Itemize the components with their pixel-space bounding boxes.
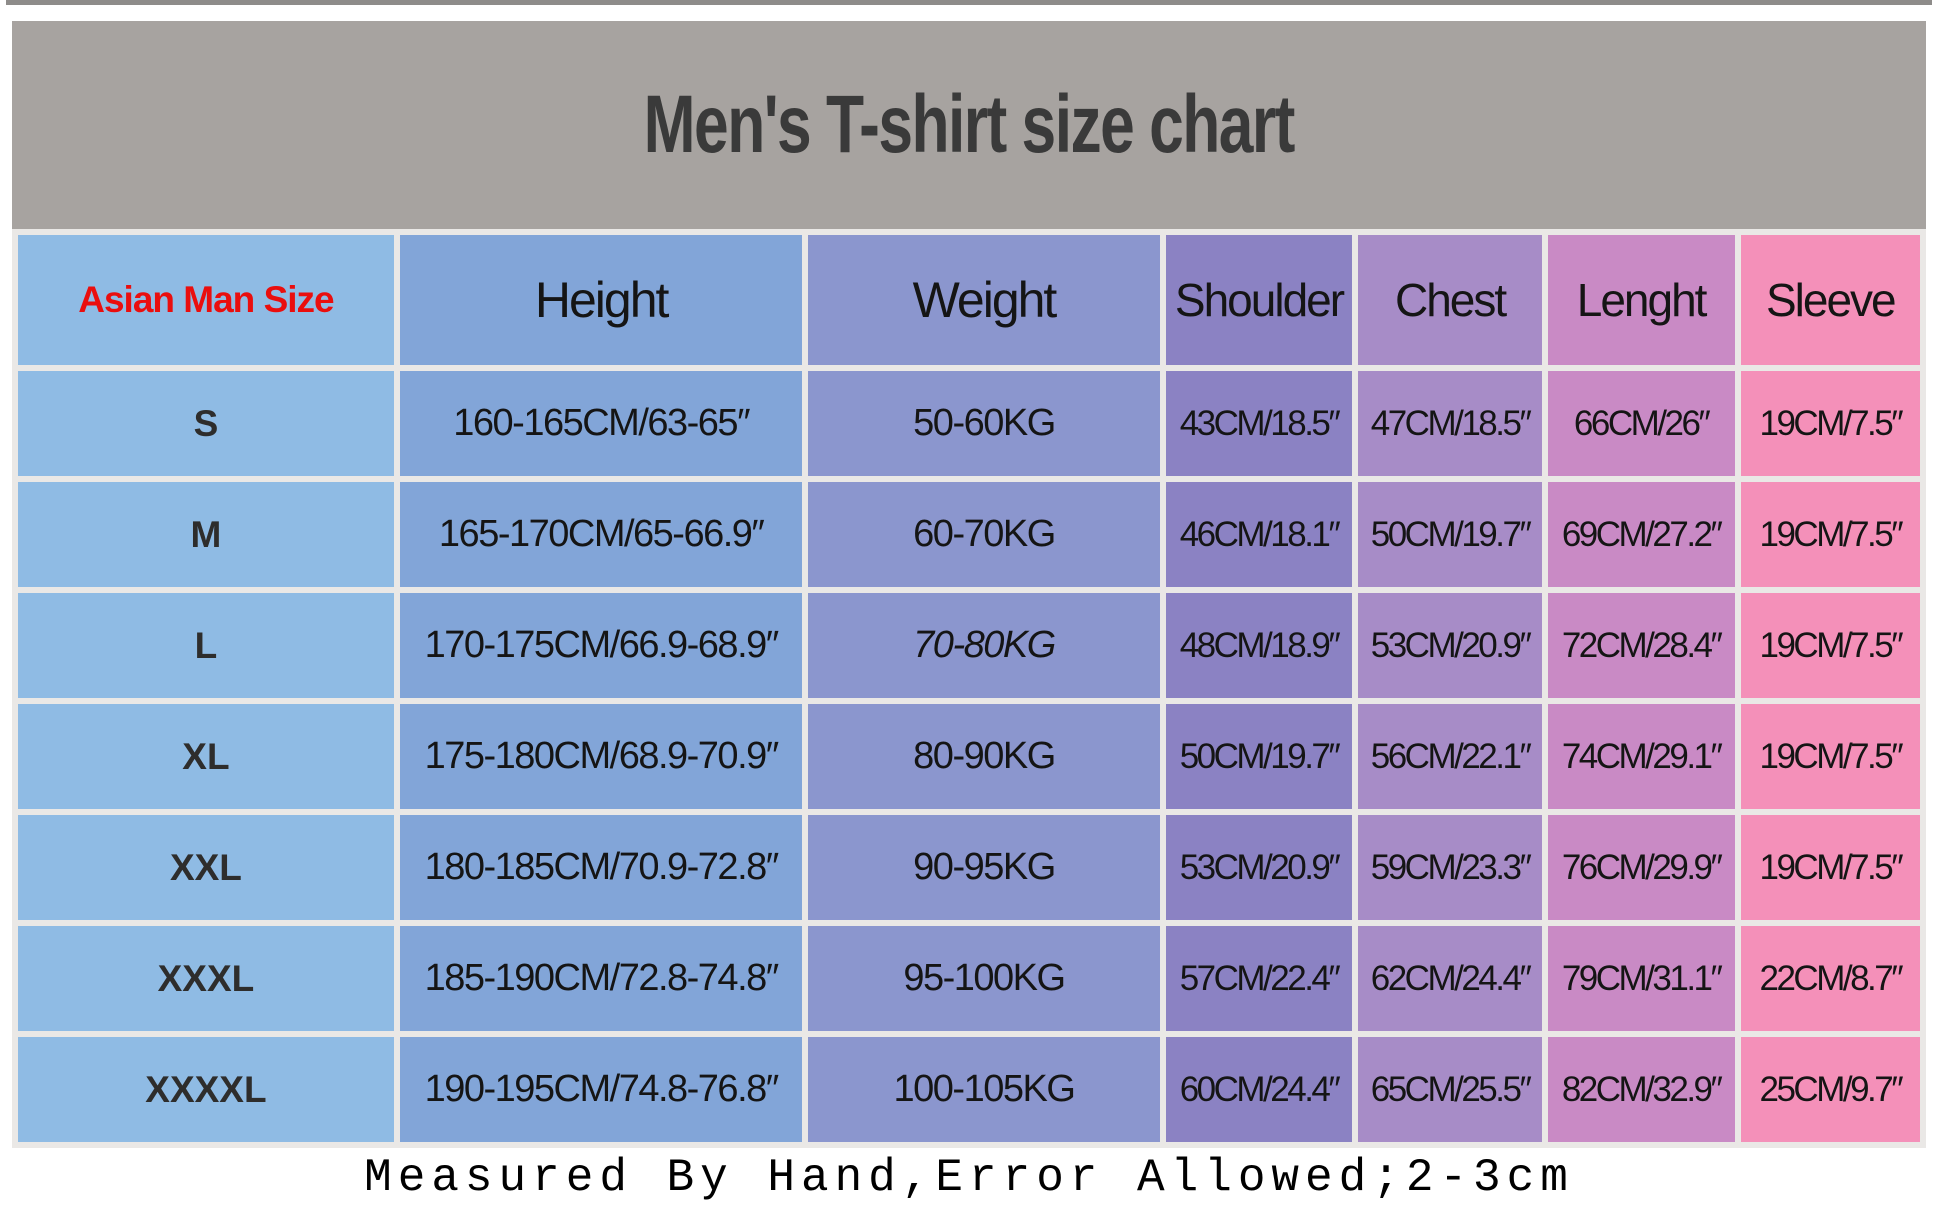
cell-height: 160-165CM/63-65″	[399, 371, 803, 476]
cell-sleeve: 22CM/8.7″	[1740, 926, 1920, 1031]
column-header-sleeve: Sleeve	[1740, 235, 1920, 365]
cell-length: 72CM/28.4″	[1547, 593, 1735, 698]
column-header-height: Height	[399, 235, 803, 365]
cell-shoulder: 50CM/19.7″	[1165, 704, 1353, 809]
footer-note: Measured By Hand,Error Allowed;2-3cm	[364, 1152, 1574, 1204]
cell-length: 74CM/29.1″	[1547, 704, 1735, 809]
top-divider	[6, 0, 1932, 5]
cell-weight: 70-80KG	[808, 593, 1160, 698]
cell-sleeve: 25CM/9.7″	[1740, 1037, 1920, 1142]
table-row: XXL 180-185CM/70.9-72.8″ 90-95KG 53CM/20.9″…	[18, 815, 1920, 920]
header-row: Asian Man Size Height Weight Shoulder Chest L…	[18, 235, 1920, 365]
cell-shoulder: 48CM/18.9″	[1165, 593, 1353, 698]
cell-height: 175-180CM/68.9-70.9″	[399, 704, 803, 809]
cell-size: XXXXL	[18, 1037, 394, 1142]
table-row: M 165-170CM/65-66.9″ 60-70KG 46CM/18.1″ 50CM…	[18, 482, 1920, 587]
cell-sleeve: 19CM/7.5″	[1740, 704, 1920, 809]
cell-chest: 56CM/22.1″	[1358, 704, 1542, 809]
page-title: Men's T-shirt size chart	[643, 79, 1296, 170]
cell-size: S	[18, 371, 394, 476]
cell-size: L	[18, 593, 394, 698]
size-chart-table: Asian Man Size Height Weight Shoulder Chest L…	[12, 229, 1926, 1148]
cell-weight: 100-105KG	[808, 1037, 1160, 1142]
cell-shoulder: 57CM/22.4″	[1165, 926, 1353, 1031]
size-chart-image: Men's T-shirt size chart Asian Man Size H…	[12, 21, 1926, 1148]
cell-shoulder: 60CM/24.4″	[1165, 1037, 1353, 1142]
cell-height: 170-175CM/66.9-68.9″	[399, 593, 803, 698]
table-body: S 160-165CM/63-65″ 50-60KG 43CM/18.5″ 47CM/1…	[18, 371, 1920, 1142]
cell-size: XXXL	[18, 926, 394, 1031]
column-header-shoulder: Shoulder	[1165, 235, 1353, 365]
cell-length: 66CM/26″	[1547, 371, 1735, 476]
table-row: L 170-175CM/66.9-68.9″ 70-80KG 48CM/18.9″ 53…	[18, 593, 1920, 698]
cell-shoulder: 43CM/18.5″	[1165, 371, 1353, 476]
cell-chest: 47CM/18.5″	[1358, 371, 1542, 476]
column-header-weight: Weight	[808, 235, 1160, 365]
cell-chest: 62CM/24.4″	[1358, 926, 1542, 1031]
title-band: Men's T-shirt size chart	[12, 21, 1926, 229]
cell-length: 82CM/32.9″	[1547, 1037, 1735, 1142]
cell-chest: 65CM/25.5″	[1358, 1037, 1542, 1142]
table-row: S 160-165CM/63-65″ 50-60KG 43CM/18.5″ 47CM/1…	[18, 371, 1920, 476]
cell-size: M	[18, 482, 394, 587]
cell-height: 185-190CM/72.8-74.8″	[399, 926, 803, 1031]
cell-weight: 60-70KG	[808, 482, 1160, 587]
cell-weight: 80-90KG	[808, 704, 1160, 809]
cell-height: 190-195CM/74.8-76.8″	[399, 1037, 803, 1142]
table-row: XL 175-180CM/68.9-70.9″ 80-90KG 50CM/19.7″ 5…	[18, 704, 1920, 809]
cell-height: 180-185CM/70.9-72.8″	[399, 815, 803, 920]
cell-chest: 53CM/20.9″	[1358, 593, 1542, 698]
cell-height: 165-170CM/65-66.9″	[399, 482, 803, 587]
cell-chest: 50CM/19.7″	[1358, 482, 1542, 587]
cell-size: XL	[18, 704, 394, 809]
table-row: XXXL 185-190CM/72.8-74.8″ 95-100KG 57CM/22.…	[18, 926, 1920, 1031]
cell-length: 69CM/27.2″	[1547, 482, 1735, 587]
cell-length: 79CM/31.1″	[1547, 926, 1735, 1031]
cell-chest: 59CM/23.3″	[1358, 815, 1542, 920]
column-header-chest: Chest	[1358, 235, 1542, 365]
cell-weight: 90-95KG	[808, 815, 1160, 920]
cell-weight: 50-60KG	[808, 371, 1160, 476]
table-header: Asian Man Size Height Weight Shoulder Chest L…	[18, 235, 1920, 365]
cell-sleeve: 19CM/7.5″	[1740, 482, 1920, 587]
cell-sleeve: 19CM/7.5″	[1740, 371, 1920, 476]
column-header-size: Asian Man Size	[18, 235, 394, 365]
cell-shoulder: 46CM/18.1″	[1165, 482, 1353, 587]
column-header-length: Lenght	[1547, 235, 1735, 365]
cell-shoulder: 53CM/20.9″	[1165, 815, 1353, 920]
cell-sleeve: 19CM/7.5″	[1740, 593, 1920, 698]
cell-length: 76CM/29.9″	[1547, 815, 1735, 920]
cell-size: XXL	[18, 815, 394, 920]
cell-weight: 95-100KG	[808, 926, 1160, 1031]
table-row: XXXXL 190-195CM/74.8-76.8″ 100-105KG 60CM/2…	[18, 1037, 1920, 1142]
cell-sleeve: 19CM/7.5″	[1740, 815, 1920, 920]
